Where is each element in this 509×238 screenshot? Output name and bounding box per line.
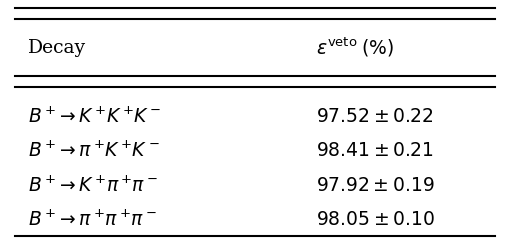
- Text: $B^+ \!\to K^+\!K^+\!K^-$: $B^+ \!\to K^+\!K^+\!K^-$: [28, 107, 161, 127]
- Text: $97.52 \pm 0.22$: $97.52 \pm 0.22$: [316, 108, 433, 126]
- Text: $B^+ \!\to \pi^+\!\pi^+\!\pi^-$: $B^+ \!\to \pi^+\!\pi^+\!\pi^-$: [28, 210, 156, 230]
- Text: $97.92 \pm 0.19$: $97.92 \pm 0.19$: [316, 177, 434, 195]
- Text: Decay: Decay: [28, 39, 86, 57]
- Text: $98.05 \pm 0.10$: $98.05 \pm 0.10$: [316, 211, 435, 229]
- Text: $\epsilon^{\rm veto}\;(\%)$: $\epsilon^{\rm veto}\;(\%)$: [316, 36, 394, 59]
- Text: $98.41 \pm 0.21$: $98.41 \pm 0.21$: [316, 142, 433, 160]
- Text: $B^+ \!\to K^+\!\pi^+\!\pi^-$: $B^+ \!\to K^+\!\pi^+\!\pi^-$: [28, 176, 158, 196]
- Text: $B^+ \!\to \pi^+\!K^+\!K^-$: $B^+ \!\to \pi^+\!K^+\!K^-$: [28, 141, 159, 161]
